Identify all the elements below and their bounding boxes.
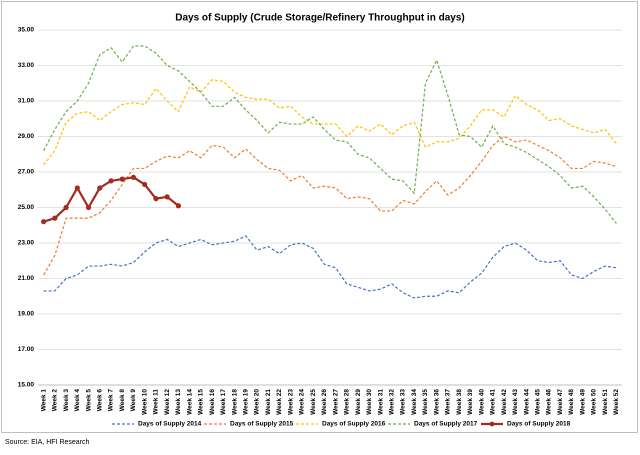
x-tick-label: Week 1 bbox=[40, 389, 47, 412]
x-tick-label: Week 23 bbox=[287, 389, 294, 415]
series-marker bbox=[119, 176, 125, 182]
y-tick-label: 31.00 bbox=[18, 98, 35, 105]
x-tick-label: Week 52 bbox=[613, 389, 620, 415]
x-tick-label: Week 34 bbox=[411, 389, 418, 415]
x-tick-label: Week 6 bbox=[96, 389, 103, 412]
x-tick-label: Week 12 bbox=[164, 389, 171, 415]
series-marker bbox=[175, 203, 181, 209]
x-tick-label: Week 48 bbox=[568, 389, 575, 415]
series-line bbox=[43, 135, 617, 276]
legend-label: Days of Supply 2014 bbox=[138, 421, 202, 428]
x-tick-label: Week 26 bbox=[321, 389, 328, 415]
x-tick-label: Week 11 bbox=[153, 389, 160, 415]
x-tick-label: Week 2 bbox=[52, 389, 59, 412]
x-tick-label: Week 17 bbox=[220, 389, 227, 415]
x-tick-label: Week 16 bbox=[209, 389, 216, 415]
x-tick-label: Week 20 bbox=[254, 389, 261, 415]
y-tick-label: 29.00 bbox=[18, 133, 35, 140]
legend-label: Days of Supply 2016 bbox=[322, 421, 386, 428]
series-marker bbox=[153, 196, 159, 202]
chart-border bbox=[1, 1, 638, 433]
x-tick-label: Week 30 bbox=[366, 389, 373, 415]
x-tick-label: Week 37 bbox=[445, 389, 452, 415]
series-marker bbox=[142, 181, 148, 188]
x-tick-label: Week 21 bbox=[265, 389, 272, 415]
x-tick-label: Week 45 bbox=[534, 389, 541, 415]
y-tick-label: 25.00 bbox=[18, 204, 35, 211]
y-tick-label: 21.00 bbox=[18, 275, 35, 282]
series-marker bbox=[41, 219, 47, 225]
x-tick-label: Week 28 bbox=[344, 389, 351, 415]
x-tick-label: Week 31 bbox=[377, 389, 384, 415]
series-marker bbox=[63, 204, 69, 211]
x-tick-label: Week 49 bbox=[579, 389, 586, 415]
chart-title: Days of Supply (Crude Storage/Refinery T… bbox=[175, 13, 464, 24]
x-tick-label: Week 22 bbox=[276, 389, 283, 415]
x-tick-label: Week 50 bbox=[591, 389, 598, 415]
x-tick-label: Week 38 bbox=[456, 389, 463, 415]
legend-label: Days of Supply 2017 bbox=[414, 421, 478, 428]
x-tick-label: Week 42 bbox=[501, 389, 508, 415]
y-tick-label: 23.00 bbox=[18, 240, 35, 247]
y-tick-label: 35.00 bbox=[18, 27, 35, 34]
x-tick-label: Week 24 bbox=[299, 389, 306, 415]
series-line bbox=[43, 45, 617, 224]
x-tick-label: Week 14 bbox=[186, 389, 193, 415]
x-tick-label: Week 32 bbox=[388, 389, 395, 415]
x-tick-label: Week 46 bbox=[546, 389, 553, 415]
x-tick-label: Week 4 bbox=[74, 389, 81, 412]
x-tick-label: Week 35 bbox=[422, 389, 429, 415]
series-marker bbox=[108, 178, 114, 184]
source-note: Source: EIA, HFI Research bbox=[5, 439, 90, 446]
x-tick-label: Week 10 bbox=[141, 389, 148, 415]
legend-marker bbox=[489, 421, 495, 427]
x-tick-label: Week 29 bbox=[355, 389, 362, 415]
x-tick-label: Week 27 bbox=[332, 389, 339, 415]
x-tick-label: Week 15 bbox=[198, 389, 205, 415]
x-tick-label: Week 18 bbox=[231, 389, 238, 415]
legend-label: Days of Supply 2018 bbox=[507, 421, 571, 428]
series-line bbox=[43, 235, 617, 299]
x-tick-label: Week 13 bbox=[175, 389, 182, 415]
series-marker bbox=[74, 185, 80, 191]
x-tick-label: Week 5 bbox=[85, 389, 92, 412]
y-tick-label: 17.00 bbox=[18, 346, 35, 353]
series-marker bbox=[85, 204, 92, 211]
x-tick-label: Week 41 bbox=[490, 389, 497, 415]
x-tick-label: Week 9 bbox=[130, 389, 137, 412]
x-tick-label: Week 40 bbox=[478, 389, 485, 415]
y-tick-label: 15.00 bbox=[18, 382, 35, 389]
series-marker bbox=[164, 194, 170, 200]
x-tick-label: Week 36 bbox=[433, 389, 440, 415]
series-marker bbox=[130, 174, 137, 180]
x-tick-label: Week 19 bbox=[242, 389, 249, 415]
x-tick-label: Week 39 bbox=[467, 389, 474, 415]
x-tick-label: Week 25 bbox=[310, 389, 317, 415]
x-tick-label: Week 44 bbox=[523, 389, 530, 415]
x-tick-label: Week 8 bbox=[119, 389, 126, 412]
series-marker bbox=[97, 185, 103, 191]
x-tick-label: Week 7 bbox=[108, 389, 115, 412]
series-marker bbox=[52, 215, 58, 221]
series-line bbox=[43, 79, 617, 166]
x-tick-label: Week 51 bbox=[602, 389, 609, 415]
y-tick-label: 19.00 bbox=[18, 311, 35, 318]
y-tick-label: 33.00 bbox=[18, 62, 35, 69]
x-tick-label: Week 47 bbox=[557, 389, 564, 415]
y-tick-label: 27.00 bbox=[18, 169, 35, 176]
x-tick-label: Week 3 bbox=[63, 389, 70, 412]
x-tick-label: Week 43 bbox=[512, 389, 519, 415]
legend-label: Days of Supply 2015 bbox=[230, 421, 294, 428]
x-tick-label: Week 33 bbox=[400, 389, 407, 415]
